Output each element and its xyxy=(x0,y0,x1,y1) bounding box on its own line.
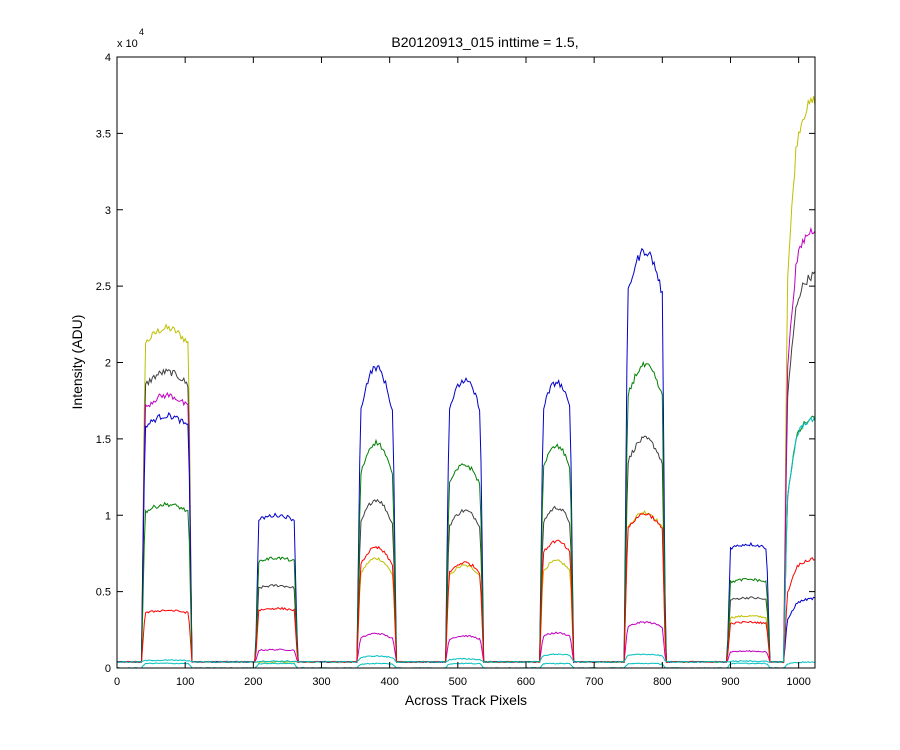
ticks-layer: 0 100 200 300 400 500 600 700 800 900 1000 0 0.5 1 1.5… xyxy=(96,52,815,688)
x-tick-label: 200 xyxy=(244,676,262,688)
x-tick-label: 400 xyxy=(380,676,398,688)
x-tick-label: 100 xyxy=(176,676,194,688)
y-tick-label: 1 xyxy=(105,510,111,522)
x-axis-label: Across Track Pixels xyxy=(405,692,527,708)
y-tick-label: 3 xyxy=(105,205,111,217)
x-tick-label: 800 xyxy=(653,676,671,688)
x-tick-label: 700 xyxy=(585,676,603,688)
x-tick-label: 300 xyxy=(312,676,330,688)
x-tick-label: 0 xyxy=(114,676,120,688)
series-layer xyxy=(116,96,816,669)
plot-frame xyxy=(116,56,816,669)
y-exponent-label: x 10 xyxy=(117,38,138,50)
x-tick-label: 900 xyxy=(721,676,739,688)
series-line xyxy=(116,271,816,664)
y-exponent-power: 4 xyxy=(139,27,144,37)
series-line xyxy=(116,415,816,664)
y-tick-label: 4 xyxy=(105,52,111,64)
y-tick-label: 0.5 xyxy=(96,587,111,599)
y-tick-label: 2.5 xyxy=(96,281,111,293)
y-tick-label: 3.5 xyxy=(96,128,111,140)
y-tick-label: 0 xyxy=(105,663,111,675)
series-line xyxy=(116,512,816,664)
y-tick-label: 2 xyxy=(105,358,111,370)
y-tick-label: 1.5 xyxy=(96,434,111,446)
chart-title: B20120913_015 inttime = 1.5, xyxy=(391,34,578,50)
y-axis-label: Intensity (ADU) xyxy=(69,315,85,410)
x-tick-label: 1000 xyxy=(786,676,810,688)
series-line xyxy=(117,247,816,664)
series-line xyxy=(116,360,816,664)
series-line xyxy=(116,226,816,664)
x-tick-label: 500 xyxy=(449,676,467,688)
x-tick-label: 600 xyxy=(517,676,535,688)
